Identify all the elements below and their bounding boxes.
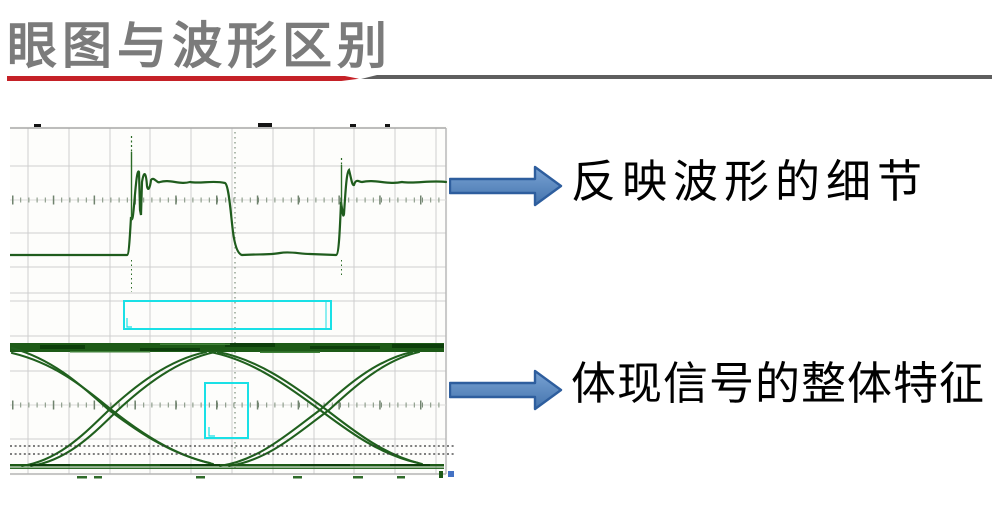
oscilloscope-panel (8, 122, 456, 484)
waveform-note-label: 反映波形的细节 (571, 157, 929, 207)
cyan-cursor-boxes (123, 300, 332, 439)
eye-scale-marks (77, 471, 443, 479)
eye-bottom-rail (10, 464, 444, 469)
scope-top-marks (34, 123, 390, 127)
page-title: 眼图与波形区别 (7, 18, 392, 74)
eye-diagram-note-label: 体现信号的整体特征 (571, 359, 986, 409)
oscilloscope-screenshot (8, 123, 454, 479)
right-arrow-icon (448, 368, 564, 412)
eye-curves (10, 346, 424, 468)
eye-diagram-screenshot (10, 300, 454, 479)
title-underline-gray (361, 75, 992, 79)
waveform-edge-spikes (130, 136, 343, 292)
waveform-screenshot (8, 136, 448, 292)
right-arrow-icon (448, 164, 564, 208)
tiny-blue-mark (448, 471, 454, 477)
title-underline-red (7, 76, 359, 81)
waveform-trace (8, 167, 448, 257)
eye-threshold-dashed-lines (10, 445, 454, 455)
eye-top-rail (10, 343, 444, 353)
